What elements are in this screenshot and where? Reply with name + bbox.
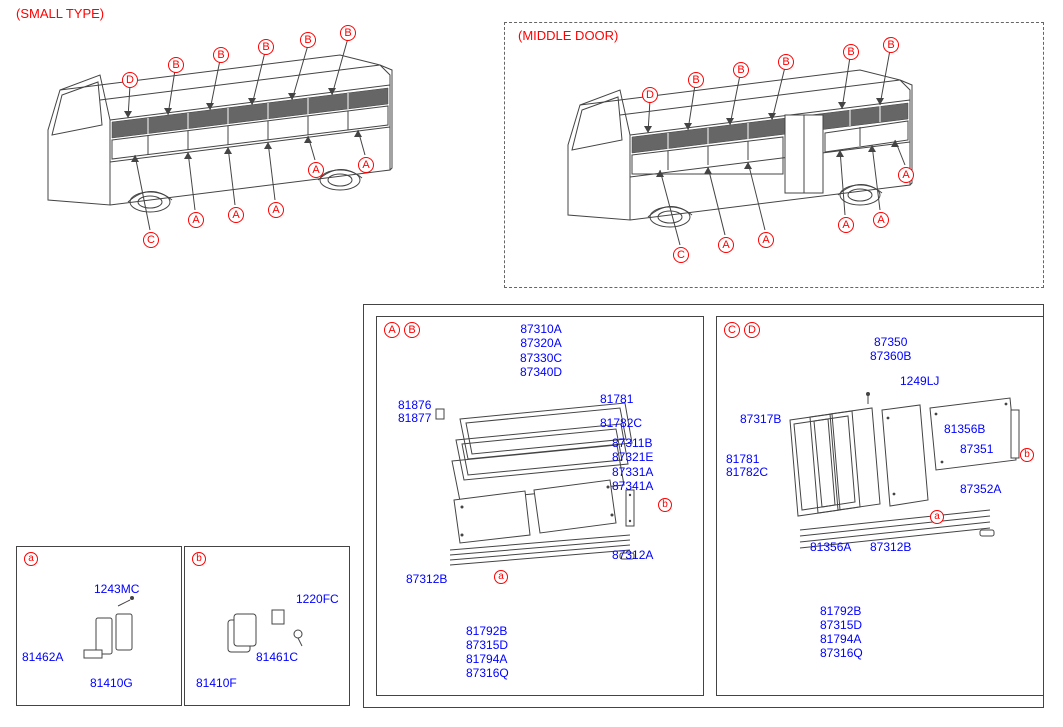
marker-D-r: D: [642, 87, 658, 103]
ab-87312A: 87312A: [612, 548, 653, 562]
cd-87312B: 87312B: [870, 540, 911, 554]
b-1220FC: 1220FC: [296, 592, 339, 606]
bus-right: [560, 45, 940, 265]
ab-a-sm: a: [494, 570, 508, 584]
marker-A-r3: A: [838, 217, 854, 233]
cd-81356B: 81356B: [944, 422, 985, 436]
cd-topstack: 87350 87360B: [870, 335, 911, 364]
marker-A-r5: A: [898, 167, 914, 183]
ab-rail3: 81794A: [466, 652, 507, 666]
hdr-A: A: [384, 322, 400, 338]
marker-A-l1: A: [188, 212, 204, 228]
marker-B-r2: B: [733, 62, 749, 78]
ab-rail2: 87315D: [466, 638, 508, 652]
a-1243MC: 1243MC: [94, 582, 139, 596]
a-parts: [60, 600, 170, 680]
ab-b-sm: b: [658, 498, 672, 512]
cd-87352A: 87352A: [960, 482, 1001, 496]
cd-rail2: 87315D: [820, 618, 862, 632]
marker-B-l3: B: [258, 39, 274, 55]
marker-A-r4: A: [873, 212, 889, 228]
ab-rail4: 87316Q: [466, 666, 509, 680]
hdr-C: C: [724, 322, 740, 338]
cd-rail3: 81794A: [820, 632, 861, 646]
a-81462A: 81462A: [22, 650, 63, 664]
title-small-type: (SMALL TYPE): [16, 6, 104, 21]
hdr-D: D: [744, 322, 760, 338]
cd-81782C: 81782C: [726, 465, 768, 479]
hdr-b-sm: b: [192, 552, 206, 566]
ab-87312B: 87312B: [406, 572, 447, 586]
marker-A-l2: A: [228, 207, 244, 223]
cd-1249LJ: 1249LJ: [900, 374, 939, 388]
hdr-a-sm: a: [24, 552, 38, 566]
marker-C-l: C: [143, 232, 159, 248]
cd-rail4: 87316Q: [820, 646, 863, 660]
marker-A-l5: A: [358, 157, 374, 173]
cd-87351: 87351: [960, 442, 993, 456]
marker-A-r2: A: [758, 232, 774, 248]
marker-B-l1: B: [168, 57, 184, 73]
cd-rail1: 81792B: [820, 604, 861, 618]
marker-B-l2: B: [213, 47, 229, 63]
marker-B-r1: B: [688, 72, 704, 88]
hdr-B: B: [404, 322, 420, 338]
marker-A-r1: A: [718, 237, 734, 253]
ab-topstack: 87310A 87320A 87330C 87340D: [520, 322, 562, 380]
marker-B-l5: B: [340, 25, 356, 41]
b-81410F: 81410F: [196, 676, 237, 690]
cd-a-sm: a: [930, 510, 944, 524]
title-middle-door: (MIDDLE DOOR): [518, 28, 618, 43]
marker-B-r5: B: [883, 37, 899, 53]
ab-81877: 81877: [398, 411, 431, 425]
ab-midstack: 87311B 87321E 87331A 87341A: [612, 436, 653, 494]
ab-81782C: 81782C: [600, 416, 642, 430]
cd-81356A: 81356A: [810, 540, 851, 554]
marker-D-l: D: [122, 72, 138, 88]
b-81461C: 81461C: [256, 650, 298, 664]
marker-B-l4: B: [300, 32, 316, 48]
cd-87317B: 87317B: [740, 412, 781, 426]
marker-B-r4: B: [843, 44, 859, 60]
marker-C-r: C: [673, 247, 689, 263]
cd-b-sm: b: [1020, 448, 1034, 462]
marker-A-l4: A: [308, 162, 324, 178]
ab-81781: 81781: [600, 392, 633, 406]
b-parts: [210, 600, 330, 680]
ab-rail1: 81792B: [466, 624, 507, 638]
a-81410G: 81410G: [90, 676, 133, 690]
marker-A-l3: A: [268, 202, 284, 218]
marker-B-r3: B: [778, 54, 794, 70]
